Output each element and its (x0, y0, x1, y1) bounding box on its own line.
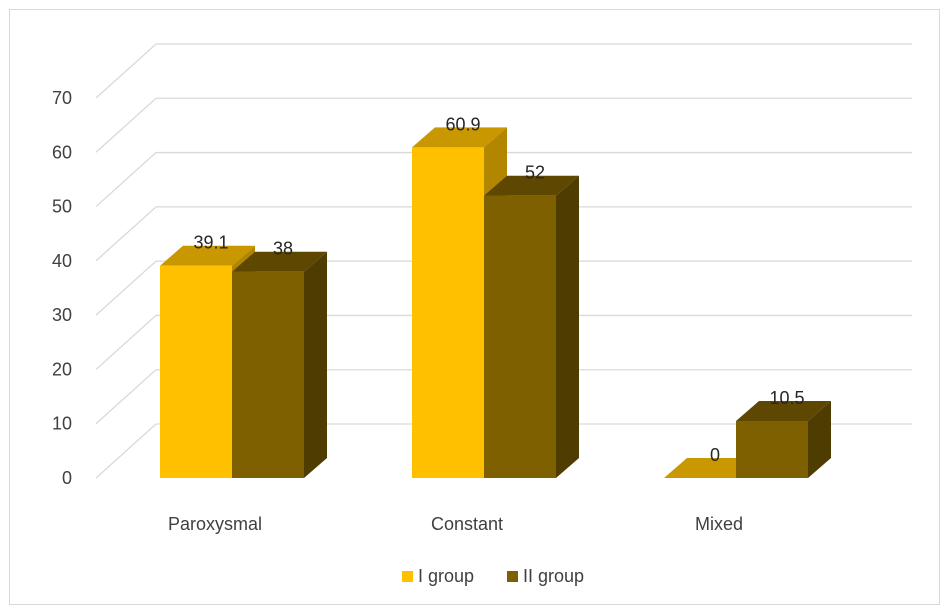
bar (484, 195, 556, 478)
bar-top-face (736, 401, 831, 421)
gridline (95, 151, 912, 208)
bar-side-face (808, 401, 831, 478)
data-label: 39.1 (193, 233, 228, 253)
y-tick-label: 10 (52, 414, 72, 434)
y-tick-label: 20 (52, 359, 72, 379)
x-axis-categories: Paroxysmal Constant Mixed (168, 514, 743, 534)
y-tick-label: 0 (62, 468, 72, 488)
grid-layer (95, 43, 912, 479)
bar (412, 147, 484, 478)
bar (232, 271, 304, 478)
data-label: 10.5 (769, 388, 804, 408)
y-tick-label: 70 (52, 88, 72, 108)
bar-side-face (304, 251, 327, 478)
gridline (95, 206, 912, 262)
y-tick-label: 60 (52, 142, 72, 162)
y-tick-label: 40 (52, 251, 72, 271)
y-tick-label: 50 (52, 197, 72, 217)
legend-label: I group (418, 566, 474, 586)
gridline (95, 314, 912, 370)
bars (160, 127, 831, 479)
bar-top-face (160, 245, 255, 266)
legend-label: II group (523, 566, 584, 586)
data-label: 38 (273, 239, 293, 259)
gridline (95, 43, 912, 99)
data-label: 60.9 (445, 114, 480, 134)
y-axis-ticks: 0 10 20 30 40 50 60 70 (52, 88, 72, 488)
x-category-label: Paroxysmal (168, 514, 262, 534)
bar-top-face (412, 127, 507, 148)
bar-side-face (556, 175, 579, 478)
legend-swatch (402, 571, 413, 582)
gridline (95, 260, 912, 316)
data-labels: 39.1 38 60.9 52 0 10.5 (193, 114, 804, 465)
gridline (95, 423, 912, 479)
data-label: 52 (525, 163, 545, 183)
bar-top-face (232, 251, 327, 272)
gridline (95, 369, 912, 425)
gridline (95, 97, 912, 153)
legend-swatch (507, 571, 518, 582)
x-category-label: Mixed (695, 514, 743, 534)
y-tick-label: 30 (52, 305, 72, 325)
x-category-label: Constant (431, 514, 503, 534)
bar-top-face (664, 458, 759, 478)
legend: I group II group (402, 566, 584, 586)
bar (736, 421, 808, 478)
bar-top-face (484, 175, 579, 196)
data-label: 0 (710, 445, 720, 465)
bar (160, 265, 232, 478)
